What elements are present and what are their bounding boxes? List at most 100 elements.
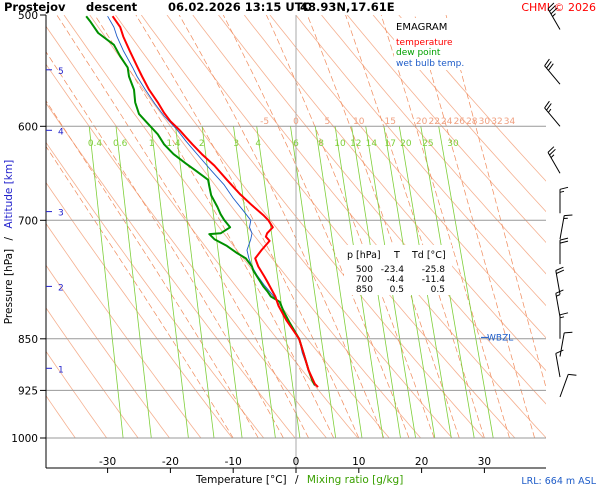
mixing-ratio-label: 4 xyxy=(255,139,261,149)
y-axis-label-altitude: Altitude [km] xyxy=(3,160,15,229)
altitude-ticks: 5 4 3 2 1 xyxy=(46,67,64,375)
dry-adiabat-line xyxy=(269,15,546,339)
level-table: p [hPa] T Td [°C] 500 -23.4 -25.8 700 -4… xyxy=(344,245,452,295)
wind-barb-staff xyxy=(559,215,565,240)
temperature-tick-label: 10 xyxy=(352,456,365,468)
mixing-ratio-label: 12 xyxy=(350,139,361,149)
wind-barb-half-flag xyxy=(559,190,565,193)
y-axis-title: Pressure [hPa] / Altitude [km] xyxy=(3,160,15,324)
wind-barb-flag xyxy=(546,103,552,111)
wind-barb-staff xyxy=(559,374,569,398)
pressure-tick-label: 850 xyxy=(18,334,38,346)
mixing-ratio-label: 30 xyxy=(447,139,459,149)
table-cell: 700 xyxy=(356,275,373,285)
dry-adiabat-line xyxy=(398,15,546,182)
y-axis-label-sep: / xyxy=(3,237,15,241)
dry-adiabat-label: -5 xyxy=(260,117,269,127)
x-axis-label-sep: / xyxy=(295,474,299,486)
dry-adiabat-label: 15 xyxy=(384,117,395,127)
mixing-ratio-label: 8 xyxy=(318,139,324,149)
wind-barb-half-flag xyxy=(552,13,556,17)
mixing-ratio-line xyxy=(175,126,215,439)
wbzl-label: WBZL xyxy=(487,333,513,343)
wind-barb-staff xyxy=(544,107,561,127)
dry-adiabat-line xyxy=(46,350,108,439)
table-cell: 0.5 xyxy=(431,285,445,295)
table-cell: -11.4 xyxy=(422,275,446,285)
temperature-tick-label: 30 xyxy=(478,456,491,468)
table-cell: 0.5 xyxy=(390,285,404,295)
wind-barb-flag xyxy=(547,63,554,71)
altitude-tick-label: 3 xyxy=(58,209,64,219)
mixing-ratio-label: 6 xyxy=(293,139,299,149)
temperature-line xyxy=(111,15,319,388)
wind-barb-staff xyxy=(555,293,561,317)
mixing-ratio-label: 0.6 xyxy=(113,139,128,149)
moist-adiabat-line xyxy=(46,51,284,439)
x-axis-label-mixing: Mixing ratio [g/kg] xyxy=(307,474,403,486)
table-cell: 850 xyxy=(356,285,373,295)
mixing-ratio-line xyxy=(150,126,189,439)
wind-barb-flag xyxy=(547,2,555,10)
pressure-ticks: 500 600 700 850 925 1000 xyxy=(11,10,46,445)
table-header-p: p [hPa] xyxy=(347,250,381,261)
lrl-label: LRL: 664 m ASL xyxy=(521,476,596,487)
header-datetime: 06.02.2026 13:15 UTC xyxy=(168,0,311,14)
wind-barb-flag xyxy=(555,289,564,294)
wind-barb-flag xyxy=(550,7,558,15)
dewpoint-line xyxy=(85,15,316,386)
dry-adiabat-line xyxy=(46,141,265,439)
dry-adiabat-line xyxy=(63,15,390,439)
altitude-tick-label: 1 xyxy=(58,365,64,375)
dry-adiabats xyxy=(46,15,546,439)
moist-adiabat-line xyxy=(46,100,259,439)
wind-barb-flag xyxy=(555,266,564,271)
wind-barb xyxy=(547,2,561,30)
header-copyright: CHMI © 2026 xyxy=(521,1,596,14)
mixing-ratio-label: 25 xyxy=(422,139,433,149)
moist-adiabat-line xyxy=(56,15,309,439)
dry-adiabat-label: 34 xyxy=(504,117,516,127)
wind-barb-flag xyxy=(559,240,569,244)
wind-barb-staff xyxy=(555,353,561,378)
wind-barb-flag xyxy=(564,214,573,217)
sounding-series xyxy=(85,15,319,388)
legend-temperature: temperature xyxy=(396,38,453,48)
dry-adiabat-label: 30 xyxy=(479,117,491,127)
pressure-tick-label: 925 xyxy=(18,385,38,397)
dry-adiabat-line xyxy=(46,102,296,439)
wind-barb xyxy=(559,373,577,398)
table-cell: 500 xyxy=(356,265,373,275)
dry-adiabat-label: 20 xyxy=(416,117,428,127)
wind-barb xyxy=(559,237,569,265)
dry-adiabat-line xyxy=(192,15,546,439)
moist-adiabats xyxy=(46,15,546,439)
dry-adiabat-line xyxy=(46,63,327,439)
temperature-tick-label: -20 xyxy=(162,456,179,468)
mixing-ratio-label: 3 xyxy=(233,139,239,149)
table-header-td: Td [°C] xyxy=(411,250,446,261)
dry-adiabat-label: 10 xyxy=(353,117,365,127)
wind-barb-flag xyxy=(568,373,577,376)
mixing-ratio-line xyxy=(201,126,243,439)
dry-adiabat-label: 24 xyxy=(441,117,453,127)
wind-barb-half-flag xyxy=(556,294,561,297)
moist-adiabat-line xyxy=(94,15,335,439)
wind-barb xyxy=(559,214,573,240)
dry-adiabat-label: 32 xyxy=(491,117,502,127)
wind-barb-half-flag xyxy=(547,108,552,113)
dry-adiabat-label: 5 xyxy=(325,117,331,127)
altitude-tick-label: 5 xyxy=(58,67,64,77)
moist-adiabat-line xyxy=(46,145,234,439)
table-cell: -23.4 xyxy=(381,265,405,275)
wind-barb-staff xyxy=(547,152,561,174)
isopleth-labels: -5 0 5 10 15 20 22 24 26 28 30 32 340.4 0.6 1 1.4 2 3 4 6 8 1… xyxy=(88,117,516,149)
mixing-ratio-label: 20 xyxy=(400,139,412,149)
mixing-ratio-label: 10 xyxy=(334,139,346,149)
x-axis-label-temp: Temperature [°C] xyxy=(195,474,287,486)
dry-adiabat-line xyxy=(46,264,170,439)
wind-barb-staff xyxy=(555,270,561,295)
wind-barb-staff xyxy=(547,8,561,30)
y-axis-label-pressure: Pressure [hPa] xyxy=(3,249,15,324)
dry-adiabat-line xyxy=(372,15,546,213)
